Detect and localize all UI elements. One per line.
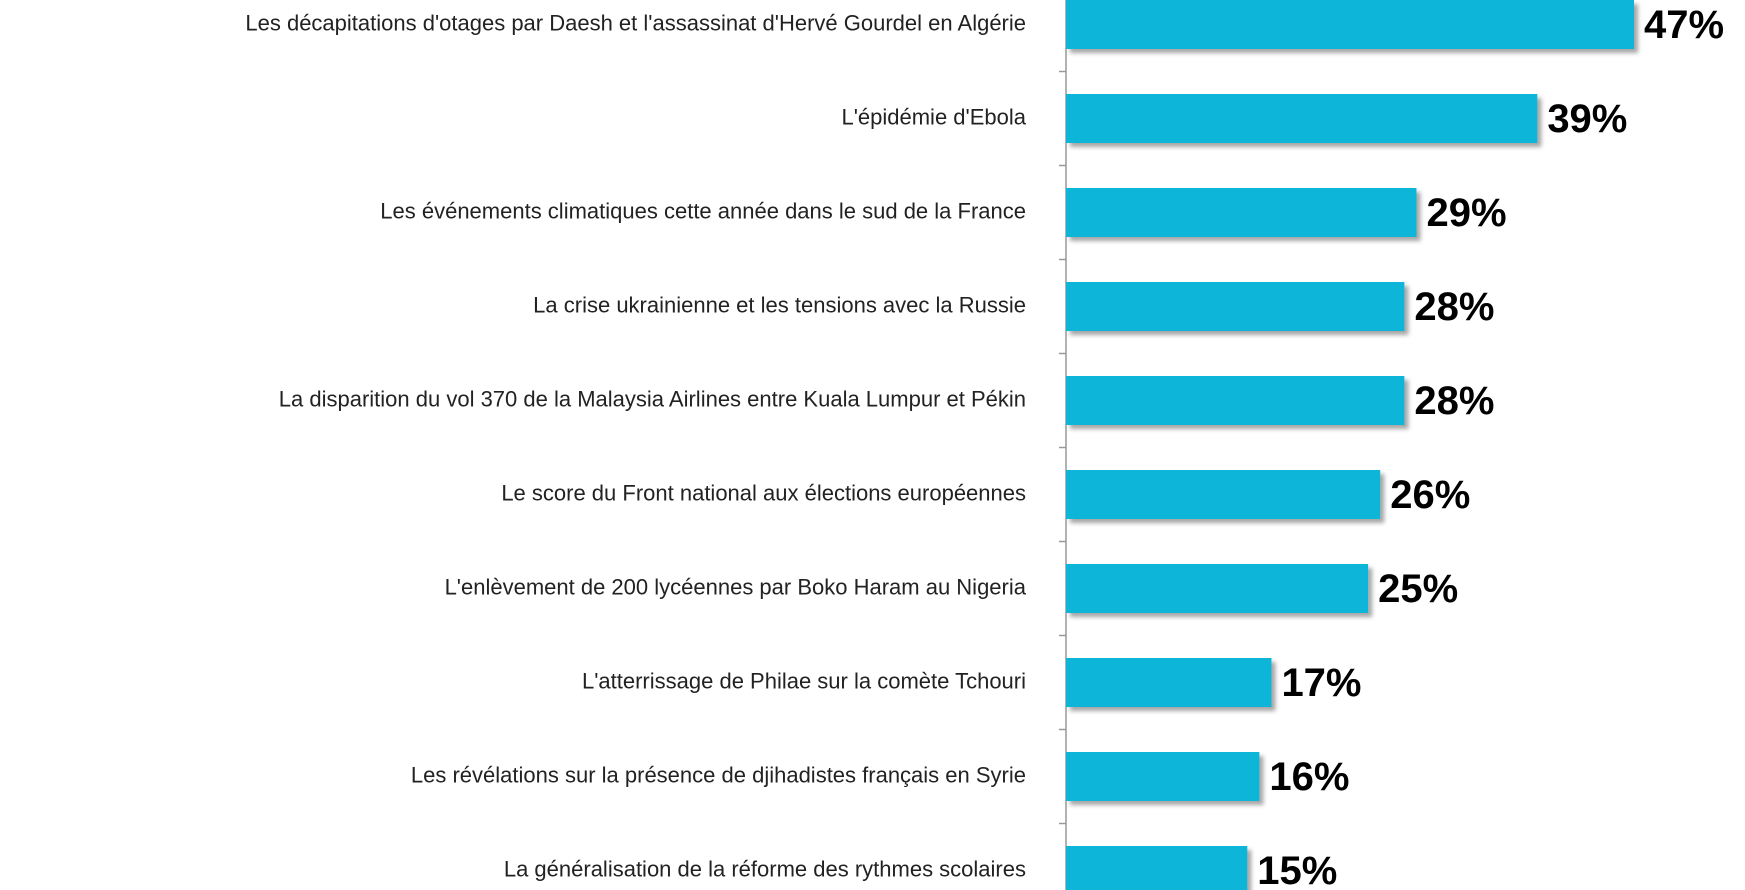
value-label: 28% xyxy=(1414,379,1494,423)
value-label: 28% xyxy=(1414,285,1494,329)
category-label: L'épidémie d'Ebola xyxy=(841,104,1026,129)
value-label: 39% xyxy=(1547,97,1627,141)
category-label: La généralisation de la réforme des ryth… xyxy=(504,856,1026,881)
category-label: Les décapitations d'otages par Daesh et … xyxy=(245,10,1026,35)
value-label: 26% xyxy=(1390,473,1470,517)
category-label: Les révélations sur la présence de djiha… xyxy=(411,762,1026,787)
bar xyxy=(1066,564,1369,613)
category-label: La crise ukrainienne et les tensions ave… xyxy=(533,292,1026,317)
bar xyxy=(1066,94,1538,143)
value-label: 25% xyxy=(1378,567,1458,611)
bar xyxy=(1066,846,1248,890)
bar xyxy=(1066,470,1381,519)
category-label: Les événements climatiques cette année d… xyxy=(380,198,1026,223)
bar xyxy=(1066,658,1272,707)
bar xyxy=(1066,0,1634,49)
value-label: 17% xyxy=(1281,661,1361,705)
value-label: 29% xyxy=(1426,191,1506,235)
value-label: 16% xyxy=(1269,755,1349,799)
value-label: 47% xyxy=(1644,3,1724,47)
bar xyxy=(1066,282,1405,331)
bar xyxy=(1066,752,1260,801)
category-label: La disparition du vol 370 de la Malaysia… xyxy=(279,386,1026,411)
category-label: L'enlèvement de 200 lycéennes par Boko H… xyxy=(445,574,1027,599)
bar xyxy=(1066,376,1405,425)
category-label: Le score du Front national aux élections… xyxy=(501,480,1026,505)
category-label: L'atterrissage de Philae sur la comète T… xyxy=(582,668,1026,693)
value-label: 15% xyxy=(1257,849,1337,890)
bar xyxy=(1066,188,1417,237)
